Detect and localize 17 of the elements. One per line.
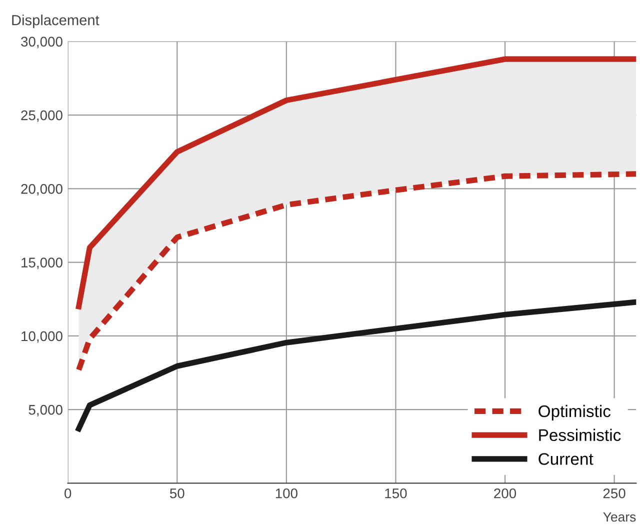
y-tick-label: 15,000 [22, 258, 62, 270]
x-axis-title: Years [603, 512, 636, 522]
x-tick-label: 0 [64, 488, 72, 498]
legend-label: Optimistic [538, 404, 611, 420]
y-tick-label: 20,000 [21, 184, 62, 196]
x-tick-label: 200 [494, 488, 516, 498]
x-tick-label: 250 [603, 488, 626, 498]
legend-label: Current [538, 453, 594, 465]
y-tick-label: 25,000 [21, 110, 62, 122]
legend-label: Pessimistic [539, 428, 621, 442]
y-tick-label: 30,000 [21, 36, 62, 48]
x-tick-label: 50 [170, 488, 184, 498]
y-tick-label: 10,000 [22, 331, 62, 343]
y-axis-title: Displacement [12, 14, 100, 28]
x-tick-label: 150 [385, 488, 407, 498]
x-tick-label: 100 [276, 488, 298, 498]
y-tick-label: 5,000 [28, 404, 62, 416]
